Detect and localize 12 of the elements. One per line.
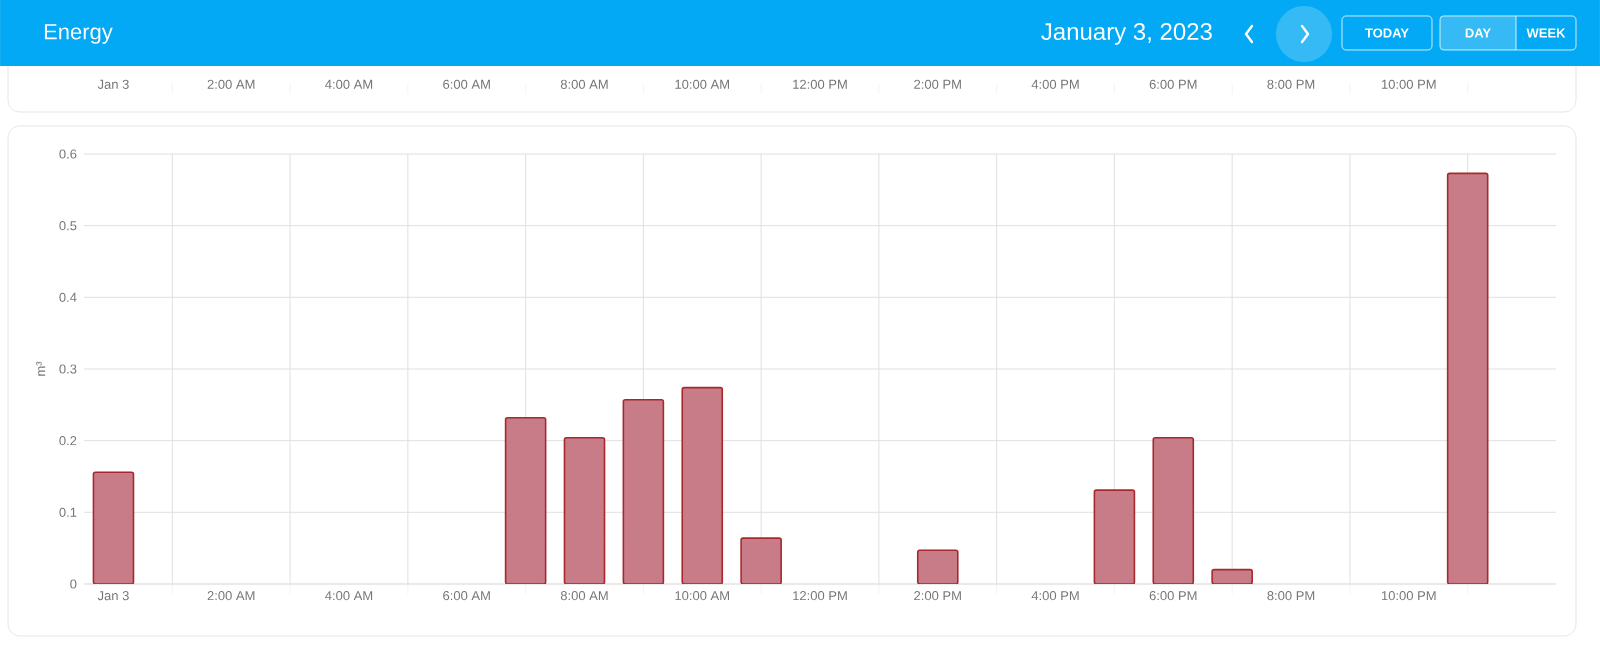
bar (681, 386, 724, 584)
bar (1152, 436, 1195, 584)
bar (563, 436, 606, 584)
bar (1446, 172, 1489, 584)
bar (740, 537, 782, 584)
bar (622, 399, 665, 584)
bar (916, 549, 959, 584)
text: January 3, 2023 (1041, 23, 1212, 45)
text: Energy (44, 24, 113, 44)
bar (1093, 489, 1136, 584)
bar (92, 471, 135, 584)
bar (504, 416, 547, 584)
